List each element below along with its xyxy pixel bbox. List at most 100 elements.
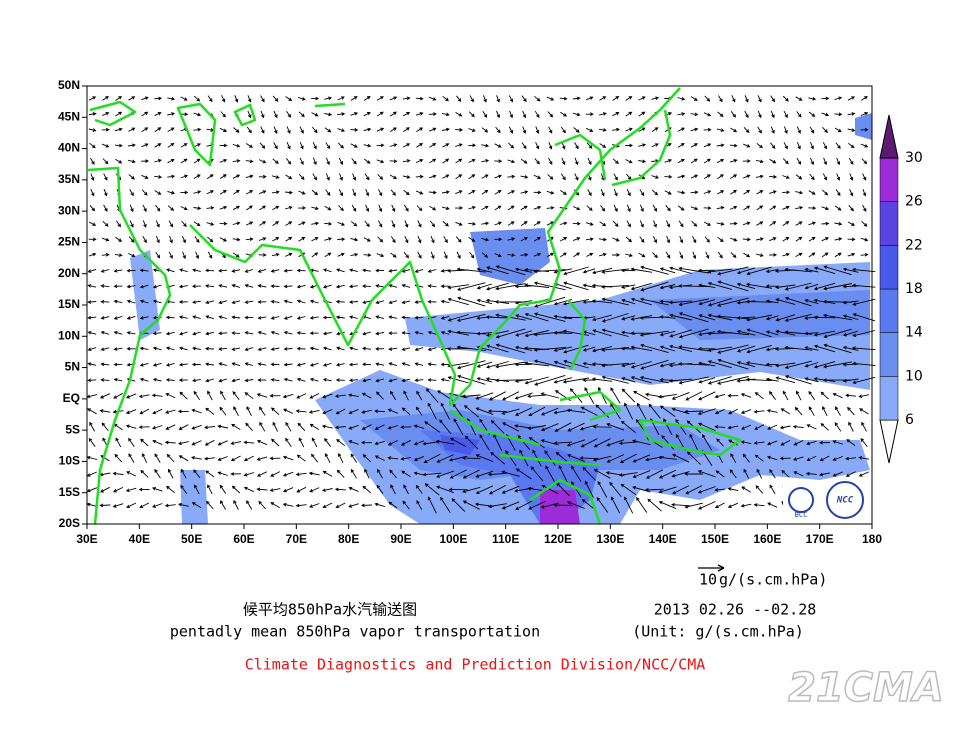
wind-arrow: [620, 420, 636, 434]
wind-arrow: [598, 112, 607, 116]
wind-arrow: [601, 362, 630, 368]
wind-arrow: [362, 454, 371, 463]
wind-arrow: [621, 377, 636, 383]
wind-arrow: [559, 221, 568, 226]
wind-arrow: [862, 188, 867, 197]
wind-arrow: [273, 110, 278, 119]
wind-arrow: [456, 313, 486, 322]
wind-arrow: [485, 315, 510, 319]
wind-arrow: [613, 173, 618, 181]
wind-arrow: [348, 503, 359, 508]
wind-arrow: [348, 393, 359, 398]
wind-arrow: [842, 267, 859, 273]
wind-arrow: [296, 346, 306, 351]
wind-arrow: [533, 190, 542, 195]
wind-arrow: [736, 329, 756, 336]
wind-arrow: [659, 330, 676, 337]
wind-arrow: [663, 418, 673, 436]
wind-arrow: [770, 110, 775, 119]
wind-arrow: [547, 111, 554, 118]
wind-arrow: [730, 174, 738, 179]
wind-arrow: [585, 222, 594, 226]
wind-arrow: [632, 470, 651, 479]
coastline: [189, 87, 681, 407]
wind-arrow: [530, 466, 544, 482]
wind-arrow: [625, 127, 633, 132]
wind-arrow: [429, 142, 437, 148]
x-tick-label: 70E: [286, 532, 307, 546]
wind-arrow: [567, 454, 585, 463]
wind-arrow: [665, 251, 671, 259]
wind-arrow: [324, 252, 332, 258]
wind-arrow: [743, 126, 750, 133]
wind-arrow: [754, 454, 764, 462]
wind-arrow: [808, 406, 815, 416]
wind-arrow: [337, 252, 345, 257]
wind-arrow: [625, 96, 633, 101]
wind-arrow: [296, 393, 307, 399]
wind-arrow: [244, 284, 254, 288]
wind-arrow: [282, 471, 294, 477]
wind-arrow: [514, 378, 533, 383]
wind-arrow: [102, 158, 109, 165]
wind-arrow: [374, 455, 385, 461]
wind-arrow: [414, 362, 424, 366]
wind-arrow: [456, 345, 486, 352]
wind-arrow: [743, 252, 751, 258]
wind-arrow: [139, 316, 149, 320]
wind-arrow: [232, 391, 240, 400]
wind-arrow: [374, 409, 386, 414]
wind-arrow: [376, 484, 384, 494]
wind-arrow: [415, 406, 423, 416]
wind-arrow: [232, 237, 241, 242]
wind-arrow: [672, 485, 690, 495]
wind-arrow: [783, 110, 788, 119]
colorbar-segment: [879, 245, 899, 290]
wind-arrow: [363, 95, 371, 101]
coastline: [314, 102, 346, 108]
wind-arrow: [416, 205, 423, 212]
wind-arrow: [852, 330, 876, 338]
wind-arrow: [765, 284, 779, 288]
wind-arrow: [193, 112, 202, 117]
wind-arrow: [547, 174, 554, 180]
wind-arrow: [152, 362, 162, 367]
wind-arrow: [140, 438, 149, 447]
wind-arrow: [440, 315, 450, 320]
wind-arrow: [795, 221, 803, 226]
wind-arrow: [572, 237, 581, 242]
wind-arrow: [401, 470, 411, 477]
wind-arrow: [113, 486, 124, 493]
wind-arrow: [521, 95, 527, 103]
wind-arrow: [191, 424, 202, 430]
wind-arrow: [231, 347, 241, 351]
wind-arrow: [309, 503, 320, 508]
wind-arrow: [836, 173, 841, 181]
wind-arrow: [154, 453, 161, 463]
wind-arrow: [113, 377, 123, 382]
wind-arrow: [116, 220, 121, 228]
wind-arrow: [736, 361, 756, 368]
wind-arrow: [613, 204, 618, 213]
wind-arrow: [233, 252, 240, 258]
wind-arrow: [481, 252, 489, 258]
wind-arrow: [168, 220, 173, 228]
wind-arrow: [507, 190, 515, 195]
wind-arrow: [606, 454, 624, 463]
wind-arrow: [89, 205, 96, 212]
wind-arrow: [165, 424, 176, 430]
wind-arrow: [795, 252, 803, 257]
wind-arrow: [245, 174, 254, 179]
wind-arrow: [233, 499, 239, 510]
wind-arrow: [717, 266, 749, 276]
wind-arrow: [139, 268, 149, 273]
wind-arrow: [401, 407, 411, 416]
wind-arrow: [847, 96, 856, 101]
wind-arrow: [311, 221, 320, 226]
wind-arrow: [638, 143, 647, 147]
wind-arrow: [424, 483, 440, 496]
wind-arrow: [348, 378, 358, 383]
y-tick-label: EQ: [63, 391, 80, 405]
wind-arrow: [258, 237, 267, 241]
wind-arrow: [349, 268, 358, 273]
